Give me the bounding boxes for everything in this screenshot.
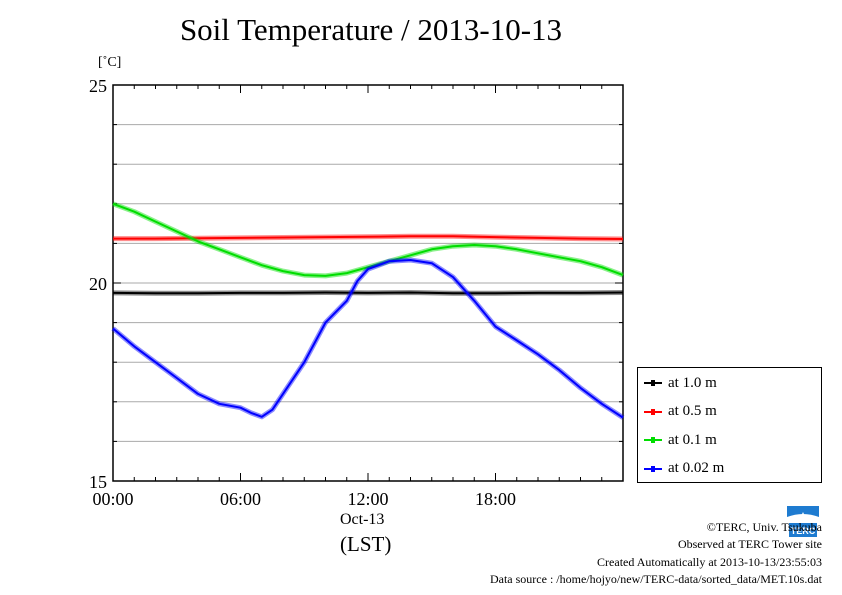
svg-text:TERC: TERC	[791, 526, 816, 536]
terc-logo-icon: TERC	[787, 506, 819, 537]
footer-copyright: ©TERC, Univ. Tsukuba	[706, 520, 822, 534]
x-tick-label: 12:00	[347, 489, 388, 509]
footer-source: Data source : /home/hojyo/new/TERC-data/…	[489, 572, 822, 586]
x-tick-label: 06:00	[220, 489, 261, 509]
legend-item: at 0.1 m	[644, 430, 717, 450]
legend-label: at 0.5 m	[668, 403, 717, 419]
legend-label: at 1.0 m	[668, 374, 717, 391]
y-tick-label: 20	[89, 274, 107, 294]
footer-observed: Observed at TERC Tower site	[677, 537, 822, 551]
series-line	[113, 235, 624, 240]
legend-swatch	[644, 408, 662, 415]
legend-item: at 0.5 m	[644, 402, 717, 422]
series-line-halo	[111, 257, 625, 420]
series-line	[112, 202, 624, 277]
series-line	[112, 259, 624, 419]
y-tick-label: 25	[89, 76, 107, 96]
legend-swatch	[644, 380, 662, 386]
y-tick-label: 15	[89, 472, 107, 492]
legend-swatch	[644, 437, 662, 443]
x-axis-label: (LST)	[340, 532, 392, 556]
legend: at 1.0 m at 0.5 m at 0.1 m at 0.02 m	[637, 367, 822, 483]
chart-title: Soil Temperature / 2013-10-13	[179, 12, 563, 47]
x-tick-label: 00:00	[92, 489, 133, 509]
legend-item: at 1.0 m	[644, 373, 717, 393]
footer-created: Created Automatically at 2013-10-13/23:5…	[597, 555, 822, 569]
legend-item: at 0.02 m	[644, 459, 724, 479]
series-line	[112, 291, 624, 295]
legend-label: at 0.1 m	[668, 431, 717, 448]
x-tick-label: 18:00	[475, 489, 516, 509]
legend-label: at 0.02 m	[668, 460, 725, 476]
y-axis-unit-label: [˚C]	[98, 55, 122, 70]
x-date-label: Oct-13	[340, 511, 385, 528]
legend-swatch	[644, 465, 662, 472]
